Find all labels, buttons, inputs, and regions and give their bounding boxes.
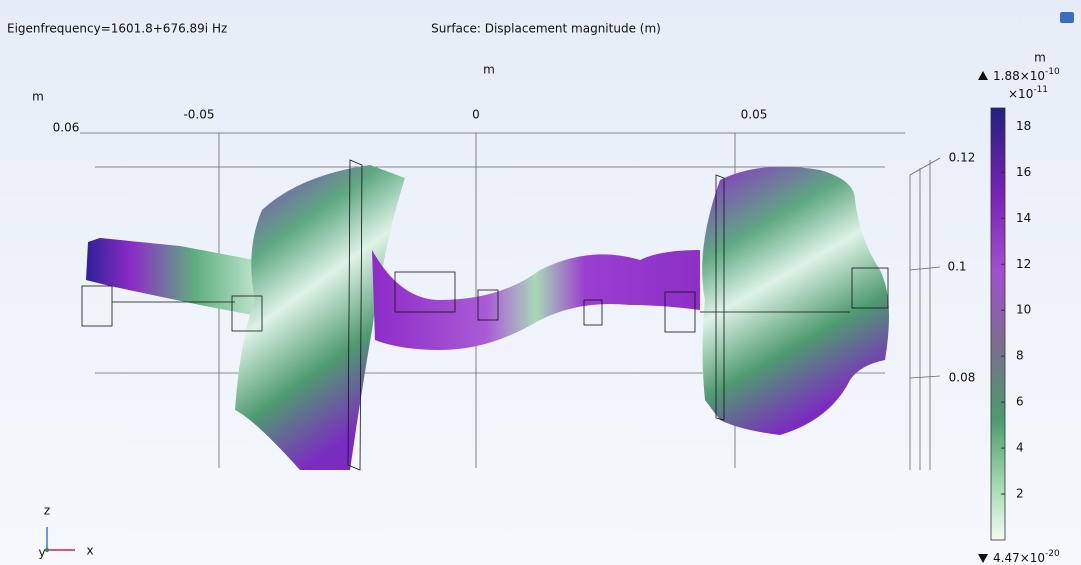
colorbar-tick-label: 16	[1016, 165, 1031, 179]
colorbar-tick-label: 12	[1016, 257, 1031, 271]
z-unit-left: m	[32, 90, 44, 104]
colorbar-tick-label: 14	[1016, 211, 1031, 225]
colorbar-tick-label: 4	[1016, 441, 1024, 455]
x-tick-label: 0	[472, 108, 480, 122]
view-icon[interactable]	[1060, 12, 1074, 23]
z-tick-label: 0.1	[947, 260, 966, 274]
x-tick-label: -0.05	[183, 108, 214, 122]
z-tick-label: 0.08	[949, 371, 976, 385]
surface-label: Surface: Displacement magnitude (m)	[431, 22, 661, 36]
colorbar-tick-label: 2	[1016, 487, 1024, 501]
colorbar-tick-label: 6	[1016, 395, 1024, 409]
x-tick-label: 0.05	[741, 108, 768, 122]
colorbar-tick-label: 18	[1016, 119, 1031, 133]
eigenfrequency: Eigenfrequency=1601.8+676.89i Hz	[7, 22, 227, 36]
triad-z: z	[44, 504, 50, 518]
colorbar-tick-label: 10	[1016, 303, 1031, 317]
corner-label: 0.06	[53, 121, 80, 135]
colorbar-unit: m	[1034, 51, 1046, 65]
triad-x: x	[86, 544, 93, 558]
graphics-window: Eigenfrequency=1601.8+676.89i Hz Surface…	[0, 0, 1081, 565]
colorbar-tick-label: 8	[1016, 349, 1024, 363]
triad-y: y	[38, 546, 45, 560]
plot: Eigenfrequency=1601.8+676.89i Hz Surface…	[0, 0, 1081, 565]
x-unit: m	[483, 63, 495, 77]
z-tick-label: 0.12	[949, 151, 976, 165]
